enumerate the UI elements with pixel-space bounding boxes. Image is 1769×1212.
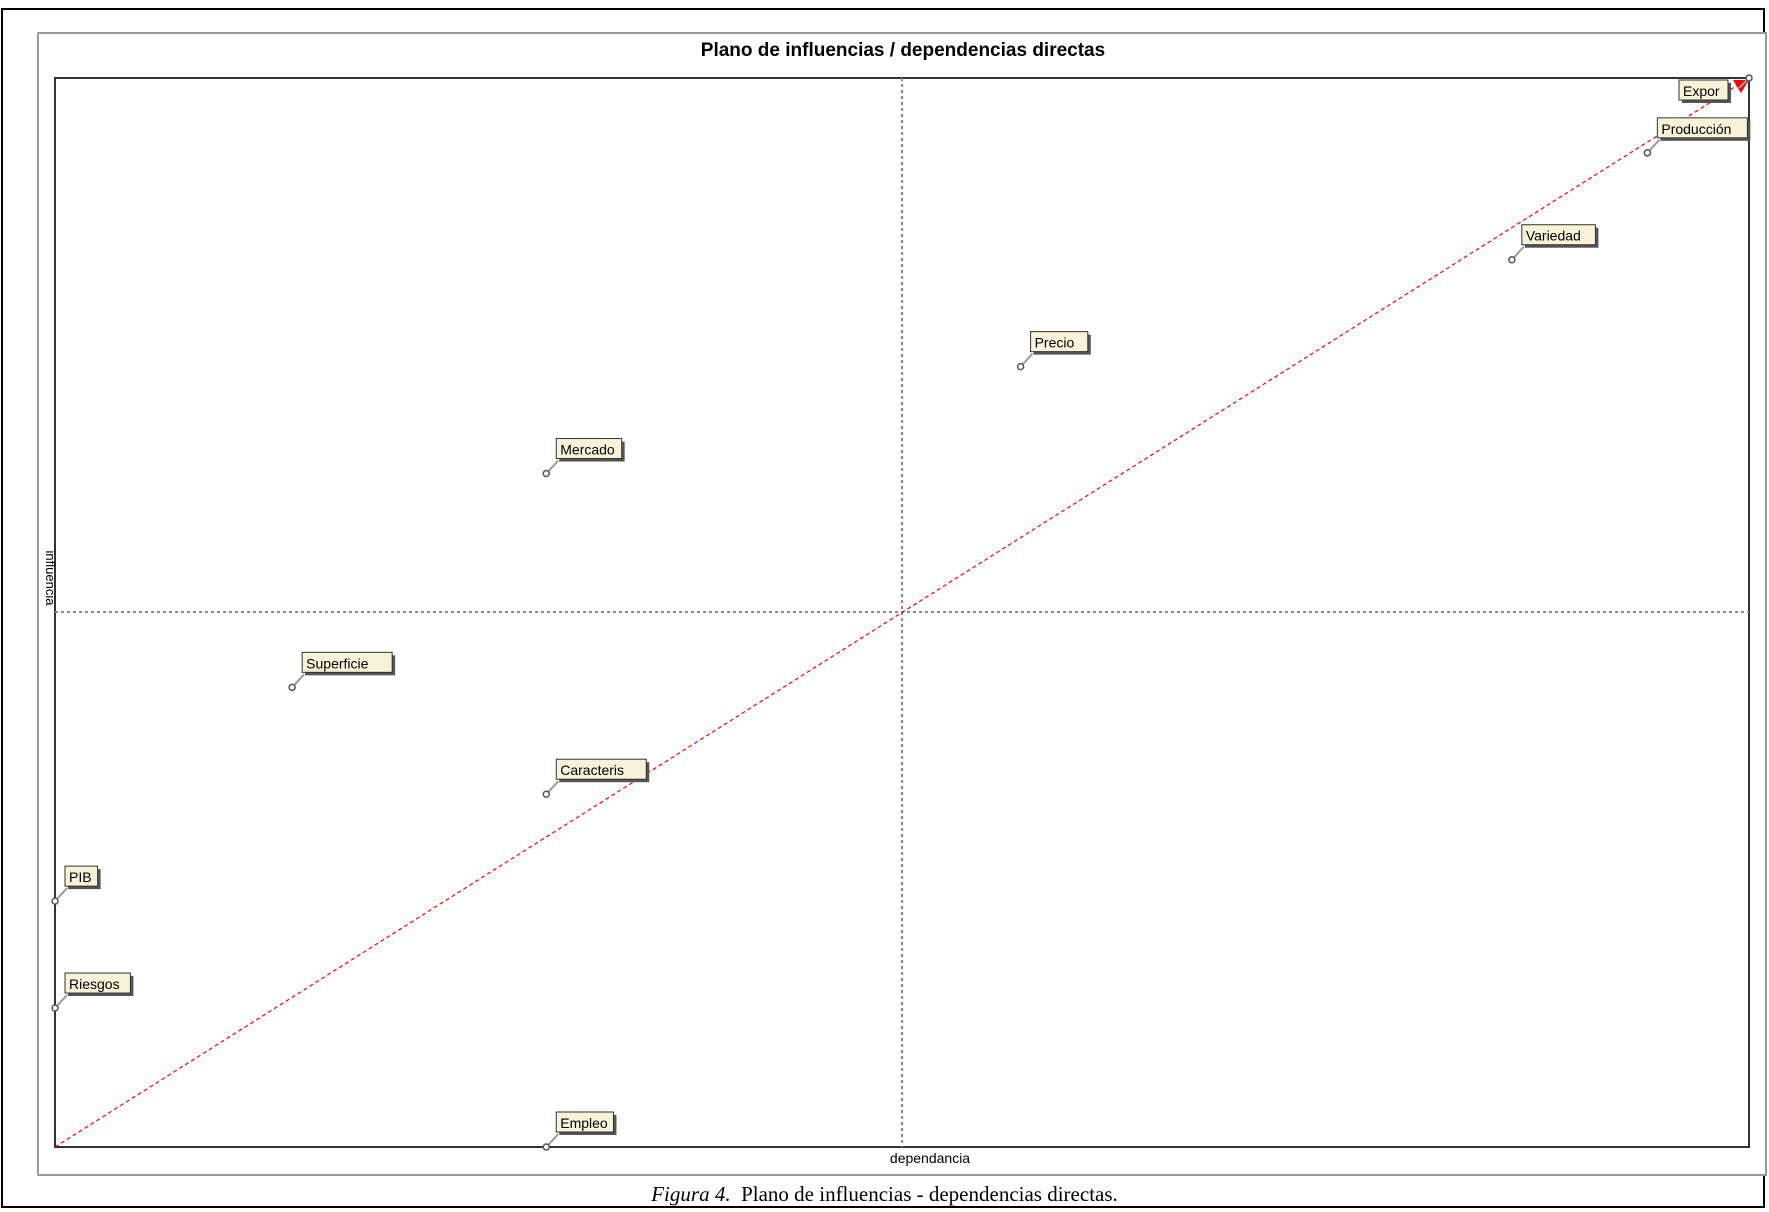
data-point-mercado (542, 469, 551, 478)
point-mercado: Mercado (542, 438, 625, 478)
data-point-expor (1745, 74, 1753, 82)
caption-prefix: Figura 4. (651, 1182, 731, 1206)
point-label-precio: Precio (1035, 335, 1075, 351)
point-produccion: Producción (1643, 117, 1751, 157)
figure-caption: Figura 4. Plano de influencias - depende… (0, 1182, 1769, 1207)
label-box-riesgos (64, 972, 131, 994)
caption-text: Plano de influencias - dependencias dire… (741, 1182, 1118, 1206)
data-point-precio (1016, 362, 1025, 371)
label-box-caracteris (555, 758, 647, 780)
data-point-riesgos (51, 1004, 59, 1012)
point-riesgos: Riesgos (51, 972, 134, 1012)
point-label-caracteris: Caracteris (560, 762, 624, 778)
label-box-mercado (555, 438, 623, 460)
y-axis-label: influencia (43, 551, 58, 607)
points-layer: Expor Producción Variedad Precio Mercado Supe… (51, 74, 1753, 1151)
point-label-produccion: Producción (1661, 121, 1731, 137)
diagonal-line (54, 77, 1750, 1148)
data-point-empleo (542, 1143, 551, 1151)
label-box-produccion (1656, 117, 1748, 139)
point-label-empleo: Empleo (560, 1115, 608, 1131)
data-point-produccion (1643, 149, 1652, 157)
point-precio: Precio (1016, 331, 1091, 371)
label-box-expor (1678, 79, 1729, 101)
label-box-precio (1030, 331, 1089, 353)
label-box-pib (64, 865, 99, 887)
point-superficie: Superficie (288, 651, 396, 692)
point-label-riesgos: Riesgos (69, 976, 120, 992)
point-pib: PIB (51, 865, 101, 905)
data-point-caracteris (542, 790, 551, 798)
point-label-superficie: Superficie (306, 655, 368, 671)
data-point-pib (51, 897, 59, 905)
point-label-pib: PIB (69, 869, 92, 885)
point-empleo: Empleo (542, 1111, 617, 1151)
point-label-variedad: Variedad (1526, 228, 1581, 244)
point-caracteris: Caracteris (542, 758, 650, 798)
point-label-expor: Expor (1683, 83, 1720, 99)
chart-title: Plano de influencias / dependencias dire… (701, 40, 1105, 61)
label-box-superficie (301, 651, 393, 673)
label-box-variedad (1521, 224, 1596, 246)
point-label-mercado: Mercado (560, 442, 615, 458)
point-expor: Expor (1678, 74, 1753, 103)
point-variedad: Variedad (1508, 224, 1599, 264)
data-point-variedad (1508, 255, 1516, 264)
label-box-empleo (555, 1111, 614, 1133)
data-point-superficie (288, 683, 296, 692)
x-axis-label: dependancia (890, 1150, 970, 1166)
